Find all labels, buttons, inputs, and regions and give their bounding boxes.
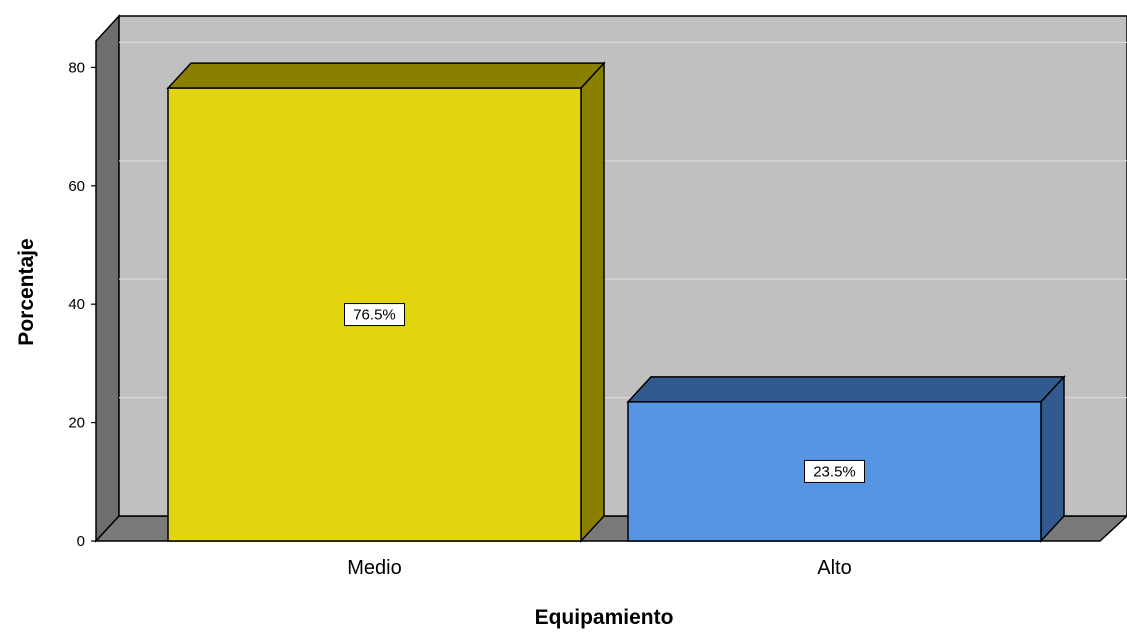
x-category-label-alto: Alto: [817, 557, 851, 579]
y-axis-title: Porcentaje: [15, 238, 38, 345]
data-label-text: 76.5%: [353, 307, 396, 324]
bar-alto-side: [1040, 374, 1065, 543]
y-axis-ticks: [91, 66, 96, 542]
bar-medio-side: [580, 61, 605, 543]
bar-medio: [166, 61, 606, 543]
y-tick-labels: 0 20 40 60 80: [68, 59, 85, 550]
y-tick-label: 80: [68, 59, 85, 76]
bar-alto: [626, 374, 1066, 543]
y-tick-label: 60: [68, 178, 85, 195]
bar-medio-top: [166, 62, 606, 89]
data-label-box: [804, 459, 865, 483]
chart-side-wall: [95, 14, 120, 543]
bar-alto-top: [626, 376, 1066, 403]
data-label-medio: 76.5%: [344, 303, 405, 327]
x-axis-title: Equipamiento: [535, 606, 674, 629]
x-category-label-medio: Medio: [347, 557, 401, 579]
data-label-text: 23.5%: [813, 463, 856, 480]
data-label-box: [344, 303, 405, 327]
y-tick-label: 0: [77, 533, 85, 550]
y-tick-label: 40: [68, 296, 85, 313]
data-label-alto: 23.5%: [804, 459, 865, 483]
y-tick-label: 20: [68, 415, 85, 432]
